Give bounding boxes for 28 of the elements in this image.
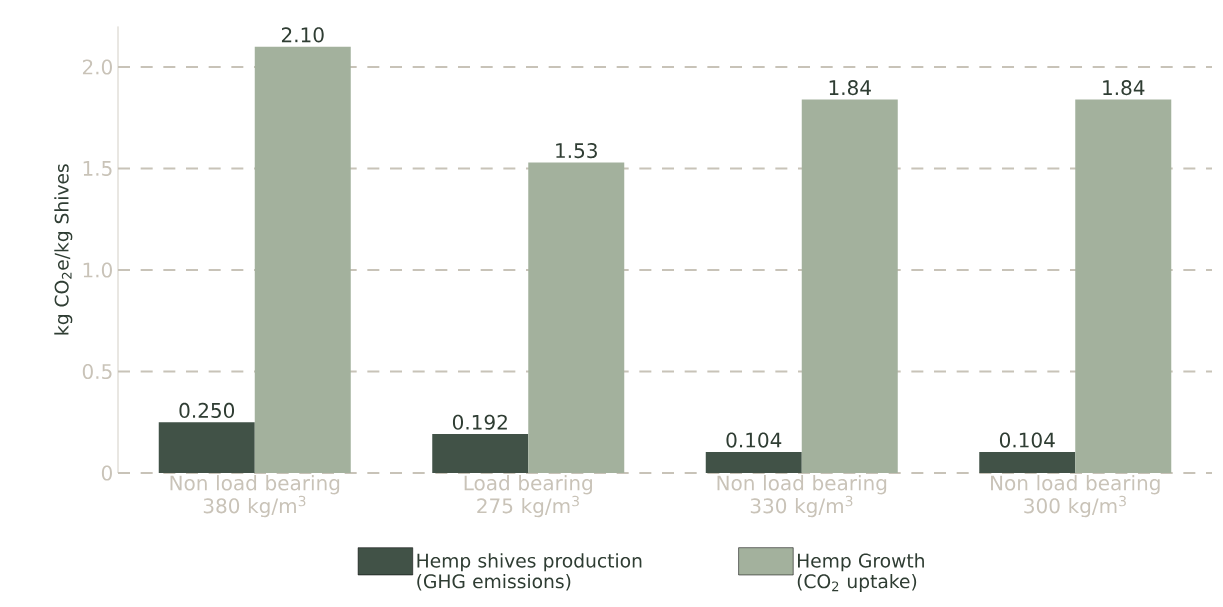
bar (1075, 99, 1172, 473)
data-label: 1.84 (829, 80, 871, 96)
data-label: 1.84 (1103, 80, 1145, 96)
data-label: 1.53 (556, 143, 597, 159)
x-tick-label: Load bearing 275 kg/m$^{3}$ (464, 475, 592, 518)
data-label: 2.10 (281, 27, 324, 43)
y-tick-label: 1.0 (83, 262, 112, 278)
data-label: 0.192 (452, 414, 507, 430)
bar (705, 451, 802, 473)
x-tick-label: Non load bearing 330 kg/m$^{3}$ (717, 475, 887, 518)
x-tick-label: Non load bearing 380 kg/m$^{3}$ (170, 475, 340, 518)
bar (528, 162, 625, 473)
y-axis-title: kg CO$_{2}$e/kg Shives (54, 164, 73, 335)
legend-label: Hemp Growth (CO$_{2}$ uptake) (797, 553, 924, 592)
data-label: 0.250 (179, 402, 235, 418)
x-tick-label: Non load bearing 300 kg/m$^{3}$ (991, 475, 1160, 518)
legend-label: Hemp shives production (GHG emissions) (417, 553, 642, 591)
bar (254, 46, 351, 473)
data-label: 0.104 (999, 432, 1055, 448)
data-label: 0.104 (726, 432, 782, 448)
bar (979, 451, 1076, 473)
bar (801, 99, 898, 473)
y-tick-label: 2.0 (82, 59, 112, 75)
bar (158, 422, 255, 473)
y-tick-label: 0 (101, 465, 112, 481)
y-tick-label: 1.5 (83, 161, 112, 176)
y-tick-label: 0.5 (82, 363, 112, 380)
bar (432, 434, 529, 473)
